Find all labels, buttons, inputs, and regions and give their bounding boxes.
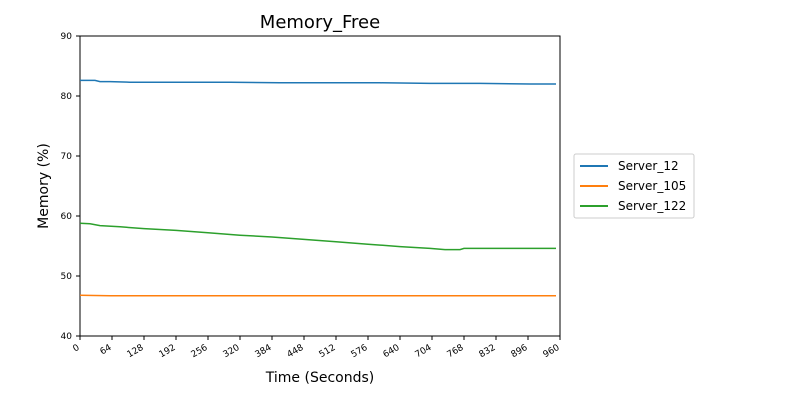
legend-label: Server_122 <box>618 199 686 213</box>
legend-box <box>573 153 695 219</box>
legend-label: Server_105 <box>618 179 686 193</box>
y-tick-label: 50 <box>61 272 73 282</box>
x-tick-label: 832 <box>478 343 498 360</box>
y-tick-label: 60 <box>61 212 73 222</box>
x-tick-label: 704 <box>414 343 434 360</box>
chart-title: Memory_Free <box>260 12 380 33</box>
series-line-1 <box>79 294 556 297</box>
x-tick-label: 768 <box>446 343 466 360</box>
x-tick-label: 256 <box>190 343 210 360</box>
series-line-2 <box>79 222 556 251</box>
y-axis-ticks: 40 50 60 70 80 90 <box>61 32 80 342</box>
y-tick-label: 70 <box>61 152 73 162</box>
y-tick-label: 80 <box>61 92 73 102</box>
x-tick-label: 896 <box>510 343 530 360</box>
x-tick-label: 128 <box>126 343 146 360</box>
x-tick-label: 512 <box>318 343 338 360</box>
y-tick-label: 40 <box>61 332 73 342</box>
x-tick-label: 384 <box>254 343 274 360</box>
x-tick-label: 640 <box>382 343 402 360</box>
x-tick-label: 0 <box>72 343 82 355</box>
y-tick-label: 90 <box>61 32 73 42</box>
y-axis-label: Memory (%) <box>36 143 52 229</box>
x-tick-label: 64 <box>99 343 114 358</box>
x-axis-ticks: 0 64 128 192 256 320 384 448 512 576 640 704 768 832 8… <box>72 336 562 360</box>
x-tick-label: 320 <box>222 343 242 360</box>
x-tick-label: 192 <box>158 343 178 360</box>
legend-label: Server_12 <box>618 159 679 173</box>
series-layer <box>79 79 556 297</box>
x-tick-label: 960 <box>542 343 562 360</box>
legend: Server_12 Server_105 Server_122 <box>573 153 695 219</box>
x-tick-label: 448 <box>286 343 306 360</box>
x-tick-label: 576 <box>350 343 370 360</box>
plot-frame <box>79 35 561 337</box>
x-axis-label: Time (Seconds) <box>265 370 374 386</box>
series-line-0 <box>80 79 556 85</box>
